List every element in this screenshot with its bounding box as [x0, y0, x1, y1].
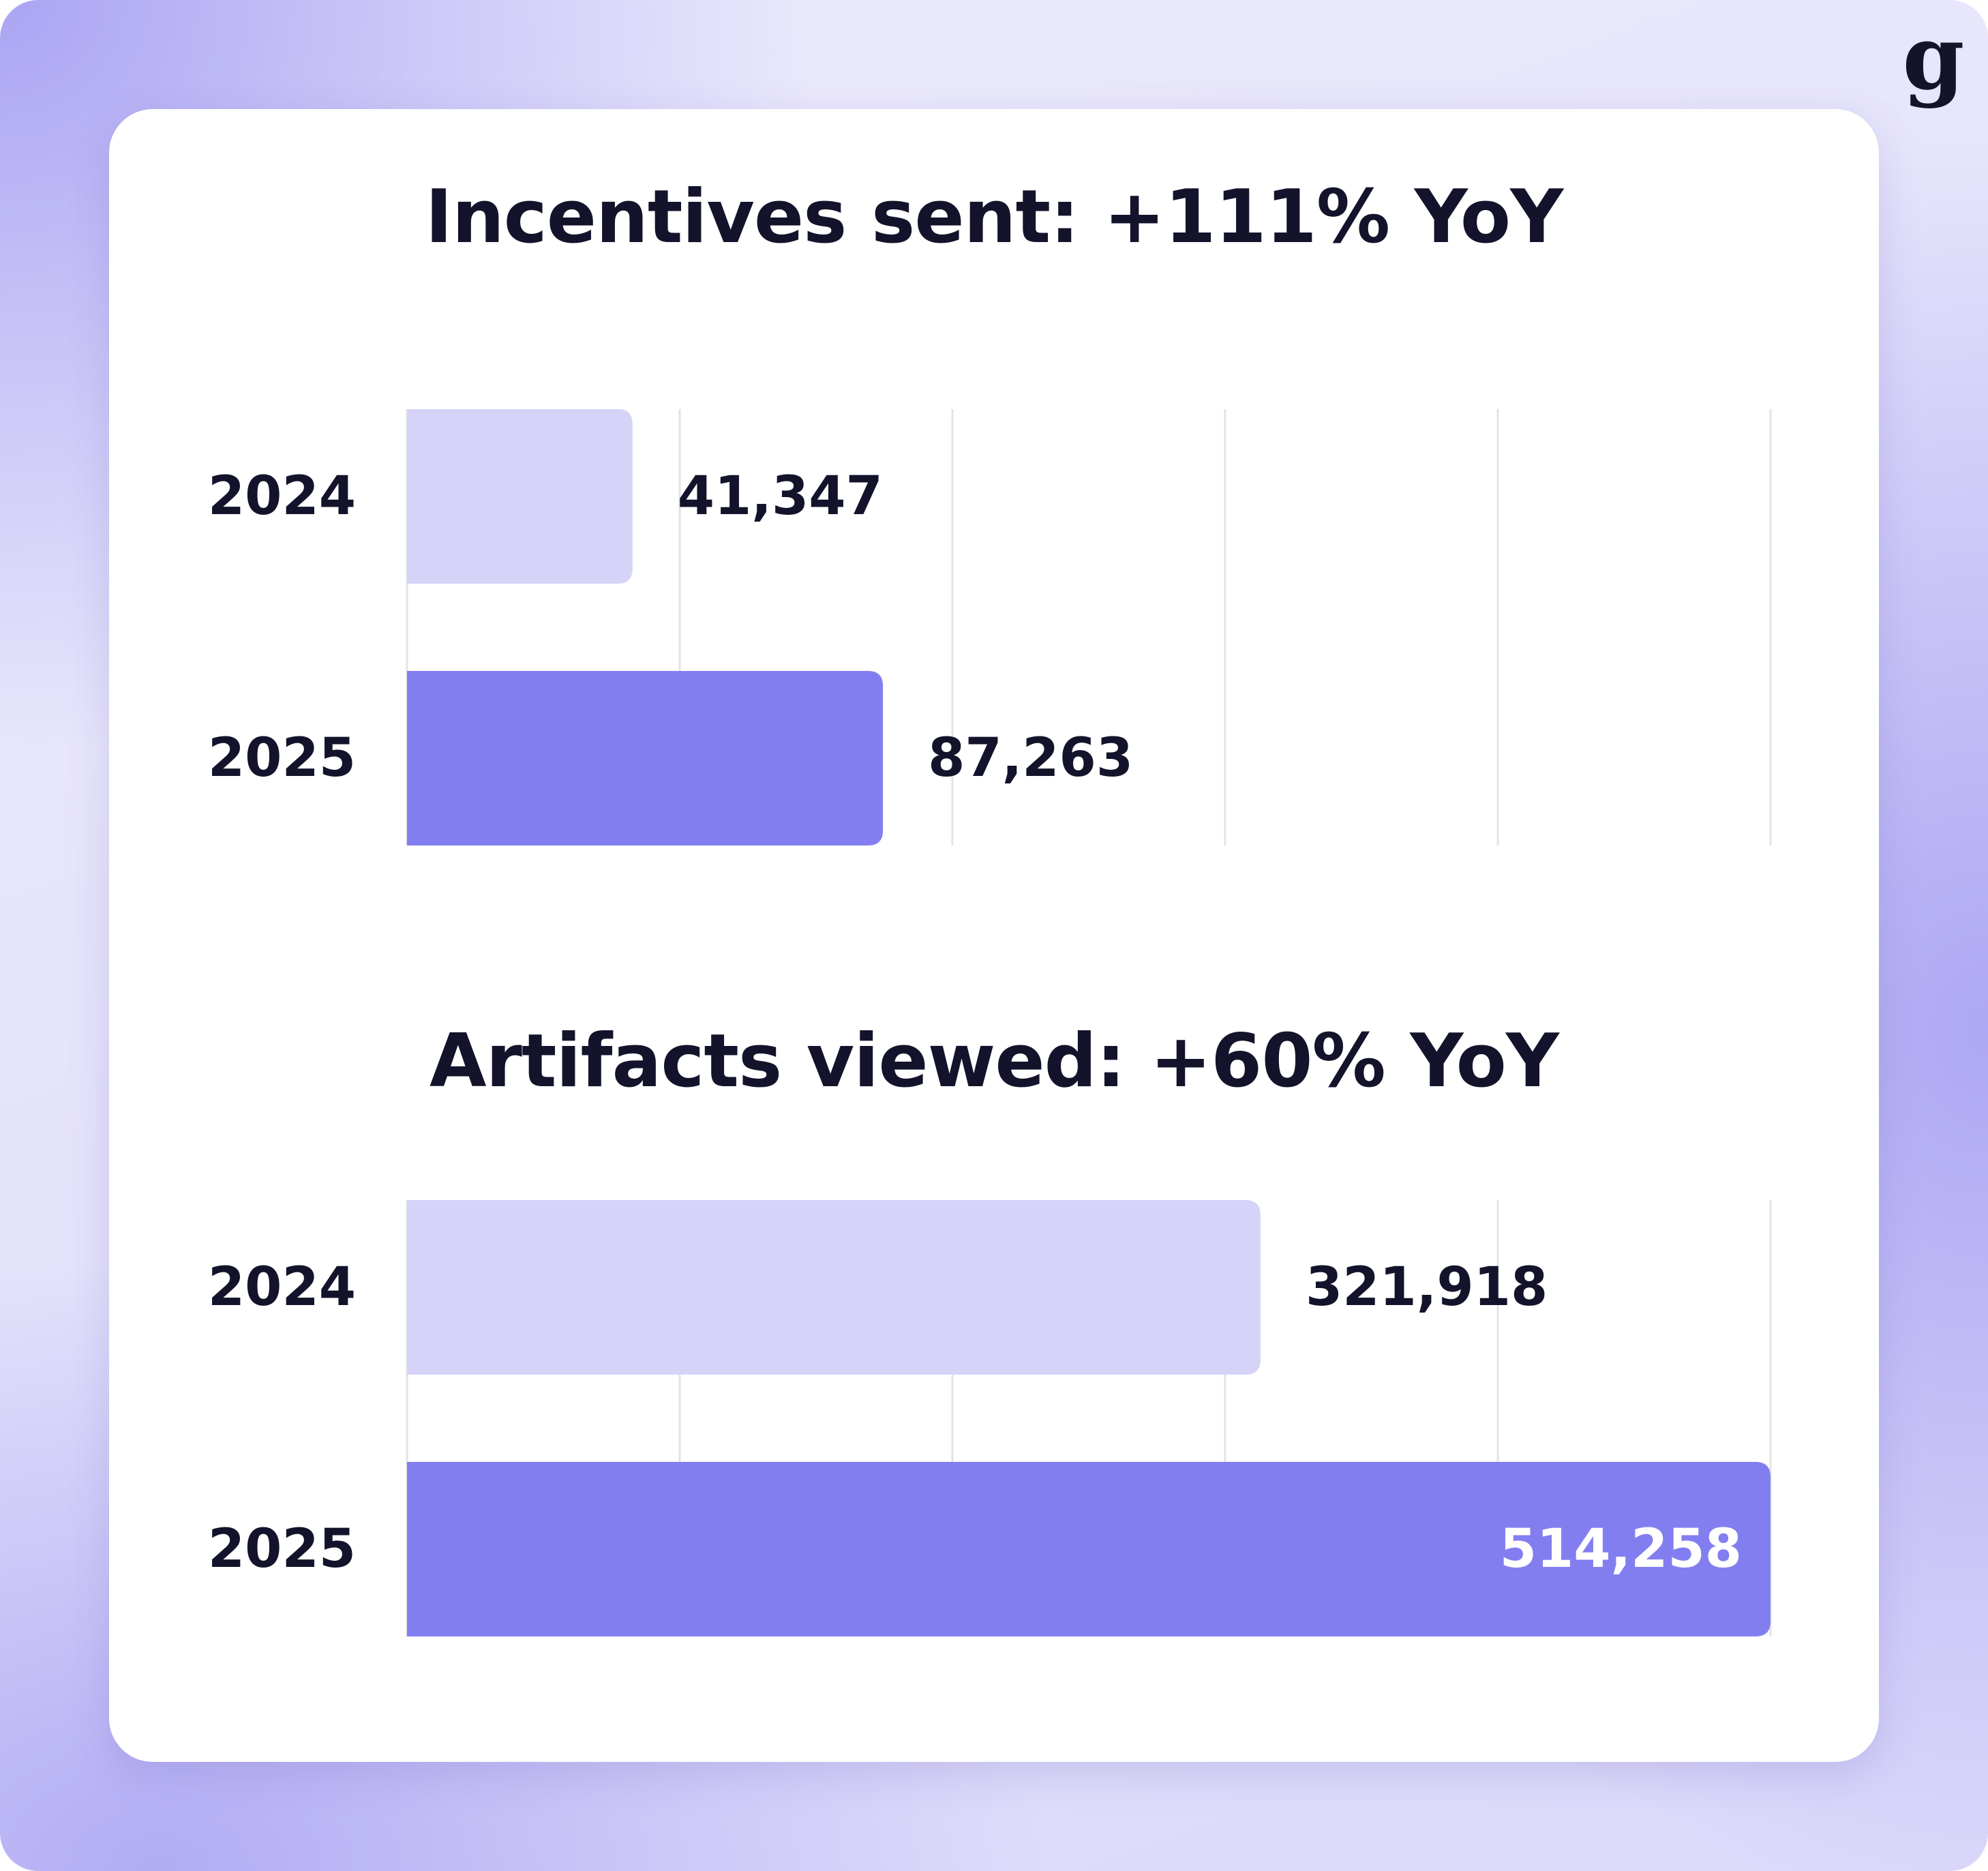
chart-title-artifacts: Artifacts viewed: +60% YoY — [430, 1019, 1559, 1104]
value-label-2024: 41,347 — [678, 466, 883, 527]
bar-2024 — [407, 409, 633, 584]
bar-2025 — [407, 671, 884, 845]
category-label-2025: 2025 — [208, 1518, 356, 1580]
bar-2025 — [407, 1462, 1771, 1636]
value-label-2025: 514,258 — [1500, 1518, 1742, 1580]
category-label-2024: 2024 — [208, 466, 356, 527]
category-label-2024: 2024 — [208, 1257, 356, 1318]
value-label-2024: 321,918 — [1306, 1257, 1548, 1318]
stats-card: Incentives sent: +111% YoY 2024 41,347 202… — [109, 109, 1879, 1762]
incentives-bar-chart: 2024 41,347 2025 87,263 — [208, 409, 1772, 845]
value-label-2025: 87,263 — [928, 728, 1133, 789]
bar-2024 — [407, 1200, 1261, 1375]
artifacts-bar-chart: 2024 321,918 2025 514,258 — [208, 1200, 1772, 1636]
g-logo-icon: g — [1903, 12, 1965, 110]
category-label-2025: 2025 — [208, 728, 356, 789]
chart-title-incentives: Incentives sent: +111% YoY — [425, 175, 1564, 260]
g-logo-glyph: g — [1903, 12, 1965, 110]
